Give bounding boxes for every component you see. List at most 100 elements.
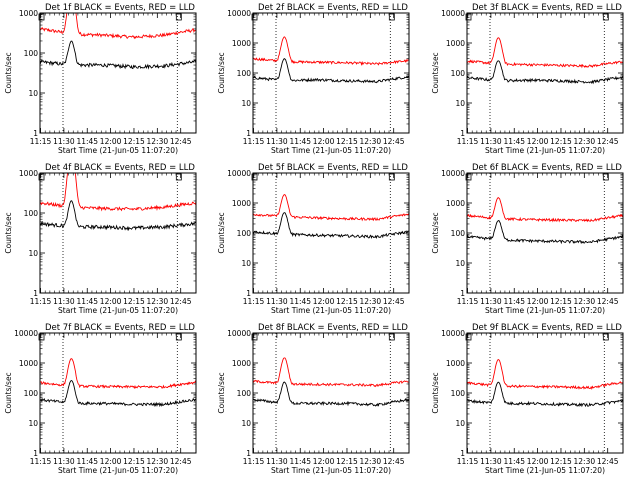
y-axis-label: Counts/sec [217,52,226,93]
y-tick-label: 1 [33,129,38,138]
x-tick-label: 11:15 [243,137,265,146]
y-axis-label: Counts/sec [217,212,226,253]
x-tick-label: 12:15 [336,457,358,466]
y-tick-label: 10000 [227,169,251,178]
y-tick-label: 10000 [227,9,251,18]
top-marker-box [38,13,45,21]
x-tick-label: 12:30 [574,137,596,146]
y-tick-label: 1 [246,289,251,298]
top-marker-box [175,333,182,341]
y-tick-label: 1000 [446,39,465,48]
y-tick-label: 10 [241,419,251,428]
top-marker-box [388,333,395,341]
x-tick-label: 11:30 [266,137,288,146]
y-tick-label: 1000 [446,199,465,208]
x-tick-label: 12:15 [336,297,358,306]
top-marker-box [175,173,182,181]
y-tick-label: 10 [28,89,38,98]
events-series-line [467,219,623,245]
detector-panel-3: Det 3f BLACK = Events, RED = LLD Counts/s… [431,3,624,155]
y-tick-label: 10 [28,249,38,258]
y-tick-label: 10000 [441,169,465,178]
events-series-line [40,379,196,408]
detector-panel-5: Det 5f BLACK = Events, RED = LLD Counts/s… [217,163,410,315]
x-tick-label: 12:45 [170,457,192,466]
x-tick-label: 11:15 [30,297,52,306]
detector-panel-6: Det 6f BLACK = Events, RED = LLD Counts/s… [431,163,624,315]
top-marker-box [465,333,472,341]
panel-title: Det 5f BLACK = Events, RED = LLD [258,163,408,173]
y-axis-label: Counts/sec [4,52,13,93]
y-axis-label: Counts/sec [431,212,440,253]
x-tick-label: 11:15 [30,457,52,466]
panel-title: Det 7f BLACK = Events, RED = LLD [45,323,195,333]
y-tick-label: 10000 [227,329,251,338]
x-tick-label: 12:45 [383,137,405,146]
top-marker-box [251,173,258,181]
plot-frame [39,12,197,134]
y-tick-label: 1 [460,449,465,458]
y-tick-label: 100 [237,389,252,398]
x-axis-label: Start Time (21-Jun-05 11:07:20) [485,306,605,315]
events-series-line [40,40,196,70]
y-tick-label: 100 [451,229,466,238]
y-tick-label: 1000 [19,9,38,18]
y-tick-label: 10000 [14,329,38,338]
x-tick-label: 11:45 [76,137,98,146]
y-tick-label: 10 [28,419,38,428]
events-series-line [253,58,409,84]
plot-frame [466,172,624,294]
lld-series-line [467,358,623,391]
x-tick-label: 11:45 [503,457,525,466]
x-tick-label: 12:00 [313,297,335,306]
x-tick-label: 11:15 [243,457,265,466]
top-marker-box [38,333,45,341]
x-axis-label: Start Time (21-Jun-05 11:07:20) [485,466,605,475]
x-axis-label: Start Time (21-Jun-05 11:07:20) [58,146,178,155]
detector-panel-9: Det 9f BLACK = Events, RED = LLD Counts/s… [431,323,624,475]
y-tick-label: 10 [455,99,465,108]
lld-series-line [40,358,196,390]
events-series-line [253,381,409,407]
events-series-line [40,200,196,232]
x-tick-label: 12:30 [574,457,596,466]
lld-series-line [253,357,409,388]
x-tick-label: 12:45 [597,457,619,466]
x-tick-label: 12:30 [147,137,169,146]
events-series-line [467,60,623,85]
panel-title: Det 2f BLACK = Events, RED = LLD [258,3,408,13]
x-tick-label: 12:30 [360,137,382,146]
y-axis-label: Counts/sec [431,52,440,93]
plot-frame [466,12,624,134]
detector-panel-4: Det 4f BLACK = Events, RED = LLD Counts/s… [4,163,197,315]
top-marker-box [388,173,395,181]
panel-title: Det 3f BLACK = Events, RED = LLD [472,3,622,13]
x-tick-label: 11:45 [76,297,98,306]
panel-title: Det 1f BLACK = Events, RED = LLD [45,3,195,13]
x-tick-label: 11:45 [289,297,311,306]
lld-series-line [253,36,409,66]
x-axis-label: Start Time (21-Jun-05 11:07:20) [58,306,178,315]
top-marker-box [251,13,258,21]
x-tick-label: 12:15 [550,137,572,146]
x-tick-label: 12:00 [100,297,122,306]
x-tick-label: 12:45 [597,137,619,146]
detector-panel-8: Det 8f BLACK = Events, RED = LLD Counts/s… [217,323,410,475]
x-tick-label: 11:30 [266,297,288,306]
lld-series-line [40,13,196,40]
y-tick-label: 10 [241,99,251,108]
y-tick-label: 100 [24,209,39,218]
x-tick-label: 12:15 [550,457,572,466]
y-tick-label: 1 [33,449,38,458]
x-tick-label: 12:15 [336,137,358,146]
y-axis-label: Counts/sec [217,372,226,413]
x-tick-label: 12:00 [527,457,549,466]
top-marker-box [602,173,609,181]
x-tick-label: 12:30 [147,457,169,466]
events-series-line [253,212,409,240]
top-marker-box [465,173,472,181]
lld-series-line [467,37,623,69]
top-marker-box [175,13,182,21]
x-tick-label: 11:15 [457,137,479,146]
y-axis-label: Counts/sec [4,212,13,253]
